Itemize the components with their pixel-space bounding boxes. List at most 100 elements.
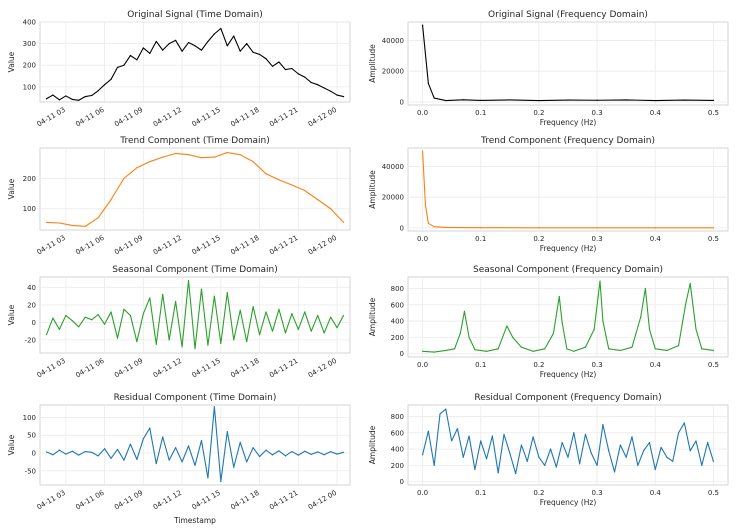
data-point — [468, 435, 470, 437]
data-point — [207, 40, 209, 43]
data-point — [65, 95, 67, 97]
data-point — [330, 90, 332, 92]
data-point — [584, 433, 587, 435]
data-point — [515, 472, 517, 475]
y-axis-label: Value — [7, 178, 16, 199]
data-point — [181, 346, 183, 348]
data-point — [520, 346, 523, 348]
data-point — [213, 406, 215, 408]
data-point — [445, 226, 447, 229]
x-tick-label: 0.0 — [417, 235, 428, 243]
data-point — [52, 454, 54, 456]
data-point — [462, 99, 464, 101]
data-point — [593, 328, 595, 330]
data-point — [258, 455, 261, 458]
data-point — [187, 445, 190, 447]
data-point — [666, 456, 668, 458]
chart-trend-component-frequency-domain: 0 20000 40000 0.0 0.1 0.2 0.3 0.4 0.5 Trend Compo… — [368, 136, 729, 253]
y-axis-label: Value — [7, 304, 16, 325]
data-point — [233, 35, 235, 37]
chart-title: Residual Component (Time Domain) — [114, 393, 277, 403]
chart-title: Seasonal Component (Time Domain) — [112, 265, 278, 275]
data-point — [684, 304, 687, 306]
x-tick-label: 0.4 — [650, 489, 662, 497]
x-tick-label: 0.3 — [592, 489, 603, 497]
data-point — [291, 313, 293, 315]
data-point — [278, 450, 280, 452]
data-point — [213, 156, 215, 158]
data-point — [200, 439, 203, 442]
series-line — [422, 25, 714, 102]
data-point — [226, 45, 228, 47]
data-point — [297, 73, 299, 75]
data-point — [155, 463, 157, 465]
x-tick-label: 04-11 21 — [268, 357, 299, 380]
data-point — [136, 59, 138, 61]
data-point — [265, 311, 267, 313]
data-point — [480, 227, 482, 229]
x-tick-label: 04-11 03 — [36, 489, 67, 512]
data-point — [596, 99, 598, 101]
data-point — [123, 177, 125, 179]
x-tick-label: 04-11 18 — [229, 489, 260, 512]
data-point — [433, 97, 435, 99]
data-point — [660, 446, 662, 449]
data-point — [625, 99, 627, 101]
chart-trend-component-time-domain: 100 200 04-11 03 04-11 06 04-11 09 04-11 12 04… — [7, 136, 351, 257]
data-point — [194, 348, 196, 350]
chart-title: Seasonal Component (Frequency Domain) — [473, 265, 663, 275]
data-point — [123, 459, 125, 461]
data-point — [506, 325, 508, 327]
data-point — [602, 423, 604, 426]
data-point — [220, 342, 222, 344]
data-point — [532, 436, 534, 438]
data-point — [97, 90, 99, 92]
y-tick-label: 40000 — [382, 37, 404, 45]
x-tick-label: 0.3 — [592, 109, 603, 117]
x-tick-label: 0.1 — [475, 489, 486, 497]
data-point — [304, 450, 306, 452]
data-point — [631, 346, 633, 348]
data-point — [233, 339, 235, 341]
data-point — [284, 68, 287, 71]
data-point — [342, 221, 345, 224]
series-line — [422, 151, 714, 229]
data-point — [590, 452, 592, 454]
data-point — [58, 328, 60, 331]
x-tick-label: 04-11 12 — [152, 489, 183, 512]
y-tick-label: 800 — [391, 285, 404, 293]
data-point — [162, 49, 164, 51]
data-point — [65, 314, 67, 317]
data-point — [97, 455, 99, 457]
data-point — [175, 447, 177, 449]
data-point — [175, 152, 177, 155]
x-tick-label: 04-11 06 — [74, 106, 106, 129]
data-point — [445, 349, 447, 352]
data-point — [445, 99, 447, 102]
data-point — [110, 457, 112, 459]
data-point — [116, 66, 119, 69]
data-point — [619, 349, 621, 352]
y-tick-label: 0 — [32, 450, 36, 458]
chart-residual-component-frequency-domain: 0 200 400 600 800 0.0 0.1 0.2 0.3 0.4 0.5 Residual … — [368, 393, 729, 507]
data-point — [613, 471, 616, 473]
data-point — [567, 99, 569, 101]
data-point — [342, 314, 345, 317]
data-point — [451, 440, 453, 442]
data-point — [252, 51, 254, 53]
data-point — [433, 351, 435, 353]
data-point — [648, 328, 651, 330]
data-point — [544, 464, 546, 467]
x-tick-label: 04-11 09 — [113, 234, 144, 257]
data-point — [644, 287, 646, 290]
x-tick-label: 0.3 — [592, 361, 603, 369]
data-point — [654, 99, 656, 102]
data-point — [654, 227, 656, 229]
y-tick-label: 200 — [391, 462, 404, 470]
x-axis-label: Frequency (Hz) — [540, 244, 597, 253]
y-tick-label: 40000 — [382, 163, 404, 171]
data-point — [317, 314, 319, 317]
plot-area — [39, 147, 351, 231]
data-point — [110, 311, 112, 313]
data-point — [619, 444, 621, 446]
